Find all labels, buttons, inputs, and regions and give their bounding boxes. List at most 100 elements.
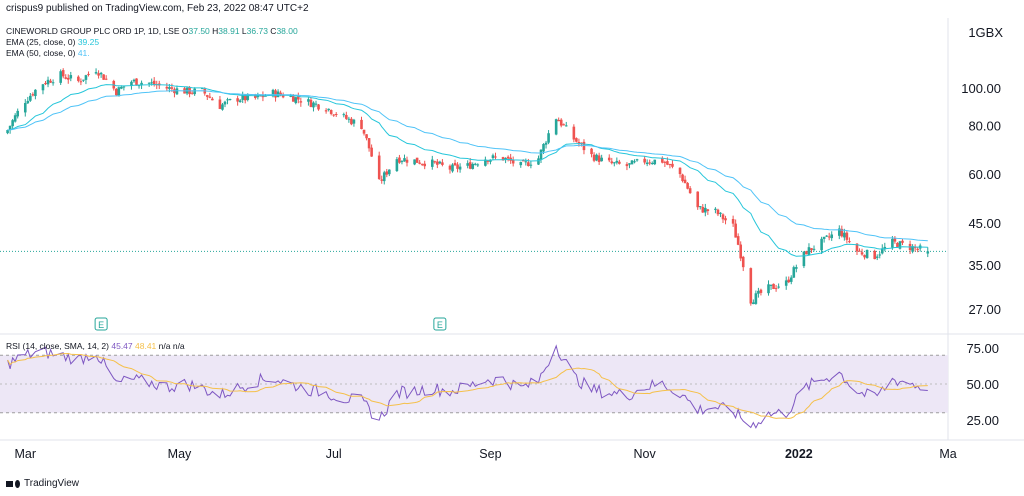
candle-body <box>294 97 298 104</box>
candle-body <box>466 163 469 166</box>
candle-body <box>388 169 391 175</box>
candle-body <box>706 209 710 211</box>
candle-body <box>223 101 227 105</box>
candle-body <box>102 74 105 80</box>
candle-body <box>6 130 9 134</box>
candle-body <box>448 165 452 170</box>
candle-body <box>29 95 32 101</box>
candle-body <box>504 158 507 160</box>
candle-body <box>352 119 356 124</box>
candle-body <box>792 267 796 278</box>
candle-body <box>613 162 616 164</box>
candle-body <box>926 251 930 254</box>
earnings-label: E <box>98 320 104 330</box>
candle-body <box>347 118 351 120</box>
earnings-label: E <box>437 320 443 330</box>
candle-body <box>147 82 151 84</box>
candle-body <box>784 280 788 286</box>
candle-body <box>827 236 831 238</box>
candle-body <box>653 159 657 165</box>
candle-body <box>334 114 338 116</box>
candle-body <box>714 208 717 210</box>
publish-caption: crispus9 published on TradingView.com, F… <box>6 3 309 14</box>
candle-body <box>539 149 543 160</box>
footer-brand[interactable]: TradingView <box>6 478 79 489</box>
candle-body <box>875 256 879 258</box>
candle-body <box>774 288 778 290</box>
candle-body <box>491 155 495 159</box>
candle-body <box>400 161 404 163</box>
candle-body <box>688 188 692 194</box>
candle-body <box>44 82 47 85</box>
candle-body <box>190 92 194 94</box>
candle-body <box>345 115 348 119</box>
candle-body <box>16 110 19 117</box>
candle-body <box>120 86 123 89</box>
candle-body <box>739 244 743 259</box>
candle-body <box>519 161 523 166</box>
candle-body <box>511 159 515 164</box>
legend-symbol-part: 38.91 <box>218 26 240 36</box>
candle-body <box>696 191 700 208</box>
legend-symbol: CINEWORLD GROUP PLC ORD 1P, 1D, LSE O37.… <box>6 26 298 36</box>
earnings-marker[interactable]: E <box>94 317 108 331</box>
candle-body <box>524 161 528 163</box>
rsi-tick: 25.00 <box>966 413 999 428</box>
candle-body <box>403 158 406 162</box>
candle-body <box>66 77 70 80</box>
candle-body <box>94 72 98 74</box>
candle-body <box>395 159 399 171</box>
candle-body <box>668 164 672 166</box>
candle-body <box>360 119 363 130</box>
candle-body <box>226 99 229 101</box>
candle-body <box>423 163 427 167</box>
candle-body <box>716 209 720 215</box>
candle-body <box>309 99 313 107</box>
candle-body <box>99 72 103 75</box>
candle-body <box>891 238 894 248</box>
candle-body <box>218 99 222 109</box>
candle-body <box>618 161 621 164</box>
rsi-line <box>7 344 928 429</box>
candle-body <box>438 161 442 164</box>
candle-body <box>537 158 540 165</box>
legend-symbol-part: L <box>240 26 247 36</box>
legend-symbol-part: 37.50 <box>189 26 211 36</box>
candle-body <box>350 118 353 125</box>
candle-body <box>547 133 550 143</box>
candle-body <box>324 110 328 112</box>
candle-body <box>415 157 419 163</box>
candle-body <box>650 162 654 164</box>
time-tick: Sep <box>479 447 501 461</box>
candle-body <box>704 207 707 213</box>
candle-body <box>822 236 826 239</box>
candle-body <box>628 163 631 165</box>
time-tick: 2022 <box>785 447 813 461</box>
legend-ema25-part: 39.25 <box>78 37 100 47</box>
candle-body <box>911 246 914 252</box>
candle-body <box>807 247 811 256</box>
ema50-line <box>7 90 928 242</box>
candle-body <box>860 252 864 255</box>
earnings-badge <box>94 317 108 331</box>
earnings-marker[interactable]: E <box>433 317 447 331</box>
tradingview-logo-icon <box>6 479 20 488</box>
candle-body <box>572 126 576 140</box>
candle-body <box>241 94 244 100</box>
candle-body <box>683 179 687 184</box>
candle-body <box>385 171 389 175</box>
candle-body <box>600 157 603 162</box>
candle-body <box>150 82 153 84</box>
candle-body <box>825 235 828 237</box>
candle-body <box>749 268 753 304</box>
candle-body <box>451 164 454 172</box>
candle-body <box>840 228 844 237</box>
candle-body <box>858 250 861 252</box>
candle-body <box>577 142 581 144</box>
candle-body <box>208 96 212 98</box>
candle-body <box>916 248 919 250</box>
legend-rsi-part: 45.47 <box>111 341 133 351</box>
candle-body <box>41 84 45 91</box>
legend-ema50-part: EMA (50, close, 0) <box>6 48 78 58</box>
